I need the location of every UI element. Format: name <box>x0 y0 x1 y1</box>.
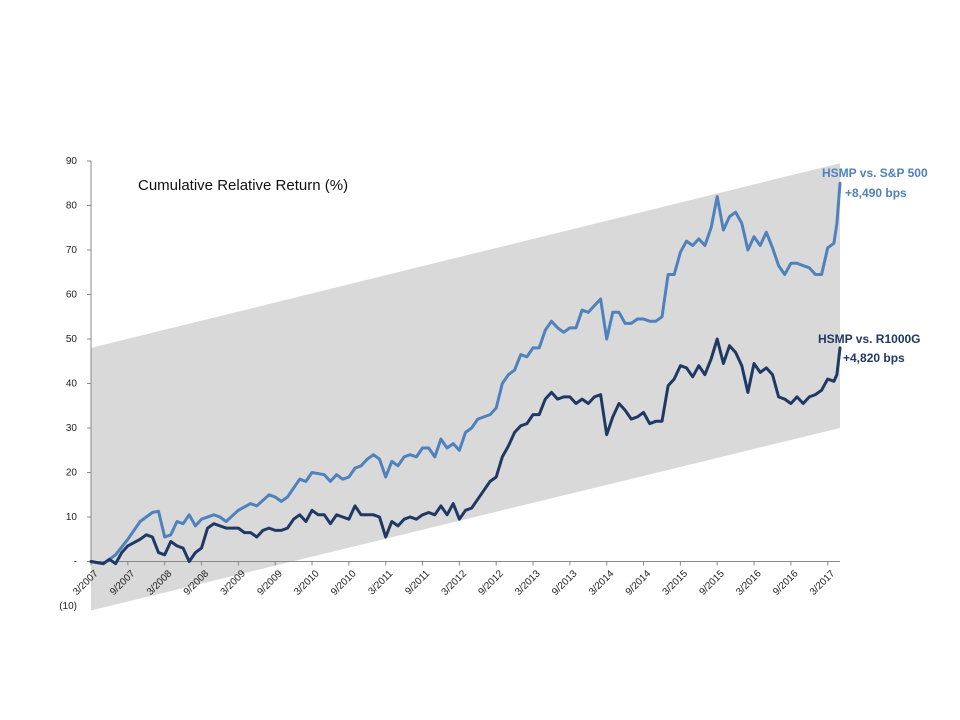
series-label-sp500: HSMP vs. S&P 500 <box>822 166 928 180</box>
y-tick-label: 90 <box>66 156 78 167</box>
x-tick-label: 3/2016 <box>734 568 764 598</box>
y-tick-label: 60 <box>66 290 78 301</box>
y-tick-label: 50 <box>66 334 78 345</box>
x-tick-label: 3/2013 <box>513 568 543 598</box>
x-tick-label: 3/2011 <box>366 568 395 597</box>
chart-title: Cumulative Relative Return (%) <box>138 177 348 194</box>
y-tick-label: 30 <box>66 423 78 434</box>
series-annotation-r1000g: +4,820 bps <box>843 351 905 365</box>
series-annotation-sp500: +8,490 bps <box>845 186 907 200</box>
series-label-r1000g: HSMP vs. R1000G <box>818 332 921 346</box>
series-labels: HSMP vs. S&P 500 +8,490 bps HSMP vs. R10… <box>818 166 928 365</box>
x-tick-label: 3/2014 <box>587 568 617 598</box>
y-axis-ticks: 90 80 70 60 50 40 30 20 10 - (10) <box>59 156 91 612</box>
series-line-sp500 <box>89 181 842 566</box>
x-tick-label: 3/2012 <box>440 568 470 598</box>
x-tick-label: 9/2009 <box>255 568 285 598</box>
y-tick-label: 80 <box>66 201 78 212</box>
x-tick-label: 3/2015 <box>661 568 691 598</box>
y-tick-label: 70 <box>66 245 78 256</box>
y-tick-label: 10 <box>66 512 78 523</box>
x-tick-label: 9/2010 <box>329 568 359 598</box>
x-tick-label: 3/2010 <box>292 568 322 598</box>
y-tick-label: - <box>74 557 77 568</box>
x-tick-label: 9/2014 <box>624 568 654 598</box>
x-tick-label: 3/2017 <box>808 568 838 598</box>
y-tick-label: 40 <box>66 379 78 390</box>
x-tick-label: 9/2012 <box>476 568 506 598</box>
axes <box>90 161 840 562</box>
series-lines <box>89 181 842 566</box>
x-tick-label: 9/2015 <box>697 568 727 598</box>
x-tick-label: 9/2011 <box>403 568 432 597</box>
y-tick-label: (10) <box>59 601 77 612</box>
x-tick-label: 9/2013 <box>550 568 580 598</box>
y-tick-label: 20 <box>66 468 78 479</box>
x-tick-label: 9/2016 <box>771 568 801 598</box>
series-line-r1000g <box>89 337 842 566</box>
